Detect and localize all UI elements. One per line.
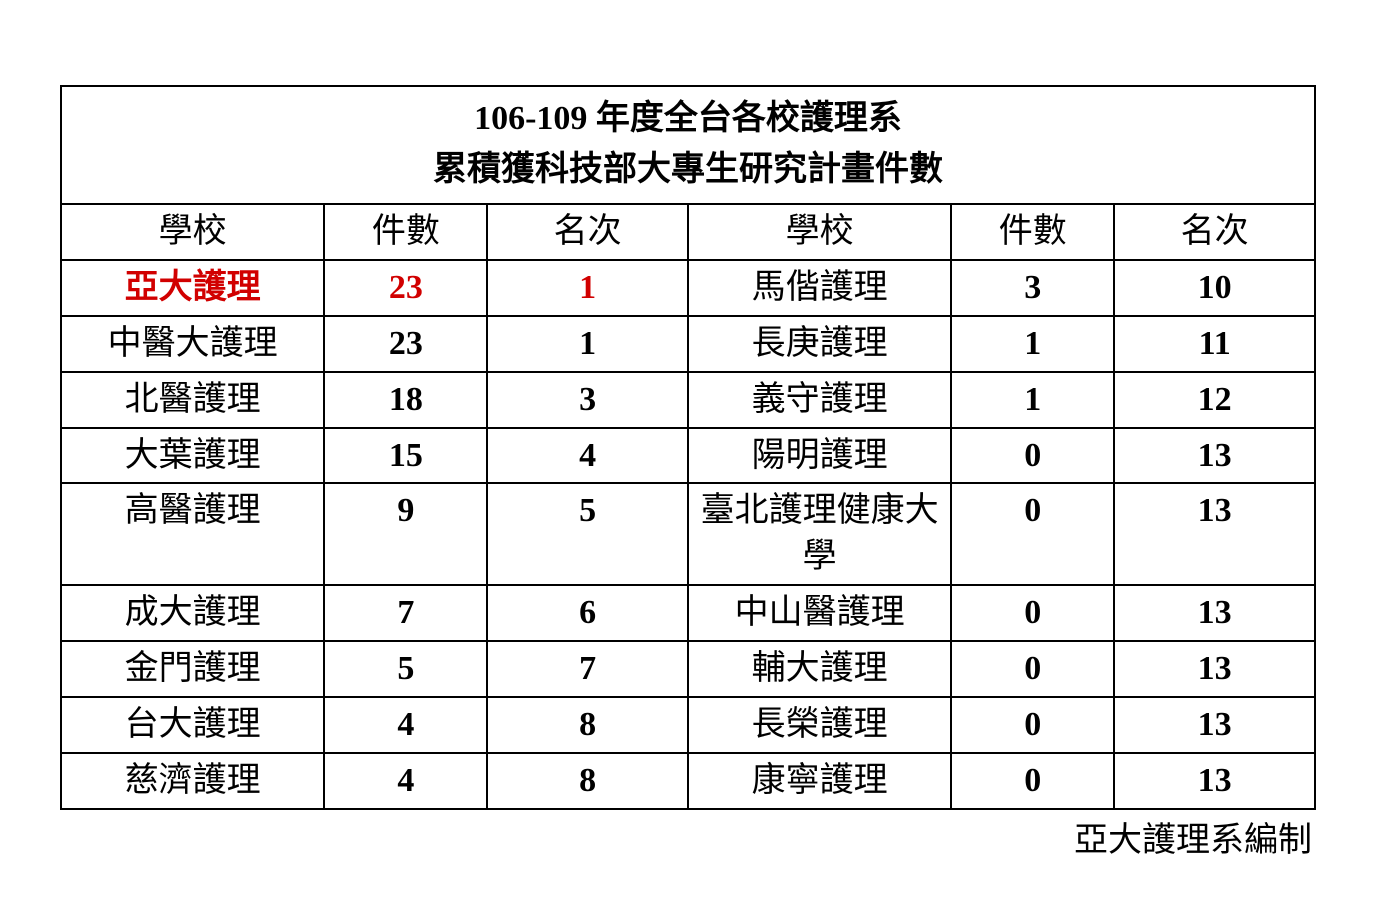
cell-count-left: 4 [324,697,487,753]
title-line-1: 106-109 年度全台各校護理系 [474,100,902,137]
title-line-2: 累積獲科技部大專生研究計畫件數 [433,151,943,188]
cell-school-right: 長庚護理 [688,316,951,372]
cell-school-left: 亞大護理 [61,260,324,316]
cell-rank-left: 1 [487,316,688,372]
header-count-left: 件數 [324,204,487,260]
cell-school-right: 輔大護理 [688,641,951,697]
cell-count-left: 9 [324,483,487,585]
cell-rank-right: 13 [1114,697,1315,753]
cell-count-right: 0 [951,753,1114,809]
cell-rank-left: 3 [487,372,688,428]
title-row: 106-109 年度全台各校護理系 累積獲科技部大專生研究計畫件數 [61,86,1315,204]
cell-school-right: 長榮護理 [688,697,951,753]
header-rank-right: 名次 [1114,204,1315,260]
cell-rank-right: 13 [1114,753,1315,809]
cell-school-right: 義守護理 [688,372,951,428]
table-row: 北醫護理183義守護理112 [61,372,1315,428]
cell-count-right: 0 [951,483,1114,585]
table-row: 大葉護理154陽明護理013 [61,428,1315,484]
cell-count-right: 1 [951,372,1114,428]
cell-count-right: 3 [951,260,1114,316]
cell-rank-right: 11 [1114,316,1315,372]
ranking-table-container: 106-109 年度全台各校護理系 累積獲科技部大專生研究計畫件數 學校 件數 … [60,85,1316,861]
cell-count-right: 1 [951,316,1114,372]
cell-count-left: 7 [324,585,487,641]
header-row: 學校 件數 名次 學校 件數 名次 [61,204,1315,260]
cell-rank-right: 10 [1114,260,1315,316]
table-row: 台大護理48長榮護理013 [61,697,1315,753]
cell-rank-right: 13 [1114,641,1315,697]
table-row: 金門護理57輔大護理013 [61,641,1315,697]
header-school-left: 學校 [61,204,324,260]
cell-count-right: 0 [951,697,1114,753]
cell-school-left: 成大護理 [61,585,324,641]
cell-rank-right: 12 [1114,372,1315,428]
cell-count-right: 0 [951,428,1114,484]
cell-rank-right: 13 [1114,428,1315,484]
cell-count-right: 0 [951,641,1114,697]
cell-school-right: 臺北護理健康大學 [688,483,951,585]
cell-school-left: 台大護理 [61,697,324,753]
cell-school-left: 慈濟護理 [61,753,324,809]
cell-school-right: 陽明護理 [688,428,951,484]
cell-count-left: 15 [324,428,487,484]
cell-school-left: 中醫大護理 [61,316,324,372]
cell-count-left: 23 [324,316,487,372]
cell-rank-right: 13 [1114,585,1315,641]
cell-school-left: 金門護理 [61,641,324,697]
ranking-table: 106-109 年度全台各校護理系 累積獲科技部大專生研究計畫件數 學校 件數 … [60,85,1316,810]
table-row: 亞大護理231馬偕護理310 [61,260,1315,316]
cell-school-right: 馬偕護理 [688,260,951,316]
footer-credit: 亞大護理系編制 [60,812,1316,861]
cell-rank-left: 8 [487,753,688,809]
cell-rank-left: 4 [487,428,688,484]
cell-count-left: 23 [324,260,487,316]
table-title: 106-109 年度全台各校護理系 累積獲科技部大專生研究計畫件數 [61,86,1315,204]
cell-rank-left: 6 [487,585,688,641]
cell-rank-left: 1 [487,260,688,316]
header-school-right: 學校 [688,204,951,260]
table-row: 慈濟護理48康寧護理013 [61,753,1315,809]
cell-school-left: 大葉護理 [61,428,324,484]
table-body: 106-109 年度全台各校護理系 累積獲科技部大專生研究計畫件數 學校 件數 … [61,86,1315,809]
cell-rank-right: 13 [1114,483,1315,585]
cell-school-left: 北醫護理 [61,372,324,428]
cell-school-right: 康寧護理 [688,753,951,809]
table-row: 中醫大護理231長庚護理111 [61,316,1315,372]
cell-count-right: 0 [951,585,1114,641]
table-row: 成大護理76中山醫護理013 [61,585,1315,641]
cell-rank-left: 7 [487,641,688,697]
cell-rank-left: 8 [487,697,688,753]
cell-rank-left: 5 [487,483,688,585]
table-row: 高醫護理95臺北護理健康大學013 [61,483,1315,585]
cell-school-left: 高醫護理 [61,483,324,585]
cell-count-left: 18 [324,372,487,428]
cell-school-right: 中山醫護理 [688,585,951,641]
header-count-right: 件數 [951,204,1114,260]
header-rank-left: 名次 [487,204,688,260]
cell-count-left: 4 [324,753,487,809]
cell-count-left: 5 [324,641,487,697]
